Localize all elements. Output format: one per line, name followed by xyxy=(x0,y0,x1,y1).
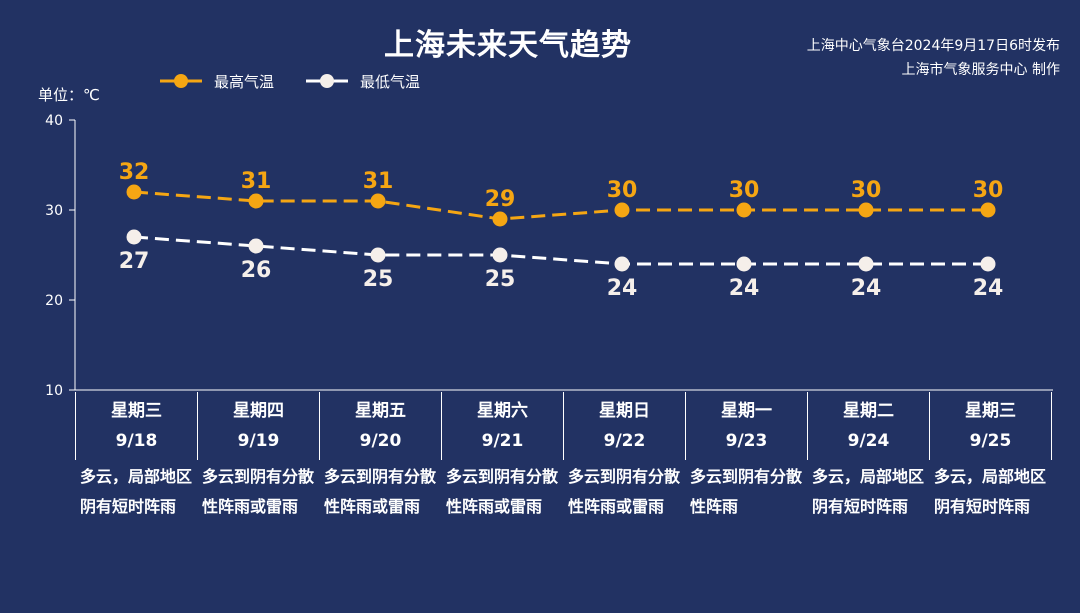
high-temp-label: 30 xyxy=(851,178,882,203)
high-temp-point xyxy=(980,202,996,218)
date-label: 9/20 xyxy=(359,431,402,451)
low-temp-label: 24 xyxy=(851,276,882,301)
low-temp-label: 24 xyxy=(973,276,1004,301)
y-tick-label: 40 xyxy=(45,113,63,129)
low-temp-point xyxy=(248,238,264,254)
high-temp-label: 31 xyxy=(241,169,272,194)
weather-description-row: 多云，局部地区阴有短时阵雨 多云到阴有分散性阵雨或雷雨 多云到阴有分散性阵雨或雷雨多… xyxy=(78,462,1058,522)
day-cell: 星期一 9/23 xyxy=(686,392,808,460)
y-tick-label: 20 xyxy=(45,293,63,309)
legend-label-high: 最高气温 xyxy=(214,72,275,91)
high-temp-label: 30 xyxy=(729,178,760,203)
high-temp-label: 30 xyxy=(607,178,638,203)
chart-title: 上海未来天气趋势 xyxy=(384,28,632,63)
day-cell: 星期三 9/25 xyxy=(930,392,1052,460)
high-temp-point xyxy=(614,202,630,218)
legend-high-marker-icon xyxy=(160,74,202,88)
weekday-label: 星期四 xyxy=(233,401,284,421)
source-line-issuer: 上海中心气象台2024年9月17日6时发布 xyxy=(806,38,1060,54)
low-temp-label: 27 xyxy=(119,249,150,274)
weekday-label: 星期六 xyxy=(477,401,528,421)
weekday-label: 星期一 xyxy=(721,401,772,421)
day-cell: 星期六 9/21 xyxy=(442,392,564,460)
high-temp-label: 29 xyxy=(485,187,516,212)
date-label: 9/19 xyxy=(237,431,280,451)
day-cell: 星期三 9/18 xyxy=(76,392,198,460)
weather-description: 多云到阴有分散性阵雨或雷雨 xyxy=(324,467,437,516)
high-temp-point xyxy=(248,193,264,209)
high-temp-label: 30 xyxy=(973,178,1004,203)
date-label: 9/24 xyxy=(847,431,890,451)
date-label: 9/21 xyxy=(481,431,524,451)
legend-low-marker-icon xyxy=(306,74,349,88)
source-info: 上海中心气象台2024年9月17日6时发布 上海市气象服务中心 制作 xyxy=(807,34,1060,82)
legend-label-low: 最低气温 xyxy=(360,72,421,91)
low-temp-point xyxy=(370,247,386,263)
day-header-row: 星期三 9/18 星期四 9/19 星期五 9/20 星期六 9/21 星期日 9/22 星期一 9/… xyxy=(75,392,1054,460)
day-cell: 星期四 9/19 xyxy=(198,392,320,460)
high-temp-line xyxy=(133,190,988,221)
low-temp-point xyxy=(736,256,752,272)
weather-description: 多云到阴有分散性阵雨或雷雨 xyxy=(446,467,559,516)
weekday-label: 星期三 xyxy=(111,401,162,421)
legend-item-high: 最高气温 xyxy=(160,71,274,92)
low-temp-point xyxy=(492,247,508,263)
day-cell: 星期二 9/24 xyxy=(808,392,930,460)
y-unit-label: 单位：℃ xyxy=(38,86,100,104)
high-temp-label: 31 xyxy=(363,169,394,194)
day-cell: 星期五 9/20 xyxy=(320,392,442,460)
high-temp-point xyxy=(858,202,874,218)
low-temp-point xyxy=(126,229,142,245)
low-temp-point xyxy=(858,256,874,272)
weather-description: 多云到阴有分散性阵雨或雷雨 xyxy=(202,467,315,516)
source-line-producer: 上海市气象服务中心 制作 xyxy=(901,62,1060,78)
weather-description: 多云，局部地区阴有短时阵雨 xyxy=(80,467,193,516)
weather-description: 多云，局部地区阴有短时阵雨 xyxy=(812,467,925,516)
weekday-label: 星期二 xyxy=(843,401,894,421)
date-label: 9/22 xyxy=(603,431,646,451)
date-label: 9/25 xyxy=(969,431,1012,451)
high-temp-point xyxy=(492,211,508,227)
date-label: 9/18 xyxy=(115,431,158,451)
high-temp-point xyxy=(736,202,752,218)
weather-description: 多云到阴有分散性阵雨 xyxy=(690,467,803,516)
low-temp-label: 24 xyxy=(729,276,760,301)
low-temp-point xyxy=(614,256,630,272)
high-temp-point xyxy=(370,193,386,209)
weather-description: 多云，局部地区阴有短时阵雨 xyxy=(934,467,1047,516)
legend: 最高气温 最低气温 xyxy=(160,70,452,92)
weekday-label: 星期日 xyxy=(599,401,650,421)
high-temp-label: 32 xyxy=(119,160,150,185)
date-label: 9/23 xyxy=(725,431,768,451)
y-tick-label: 30 xyxy=(45,203,63,219)
weekday-label: 星期三 xyxy=(965,401,1016,421)
low-temp-label: 25 xyxy=(363,267,394,292)
legend-item-low: 最低气温 xyxy=(306,71,420,92)
low-temp-line xyxy=(133,235,988,266)
y-tick-label: 10 xyxy=(45,383,63,399)
low-temp-label: 24 xyxy=(607,276,638,301)
low-temp-label: 26 xyxy=(241,258,272,283)
high-temp-point xyxy=(126,184,142,200)
day-cell: 星期日 9/22 xyxy=(564,392,686,460)
low-temp-point xyxy=(980,256,996,272)
low-temp-label: 25 xyxy=(485,267,516,292)
weather-description: 多云到阴有分散性阵雨或雷雨 xyxy=(568,467,681,516)
weekday-label: 星期五 xyxy=(355,401,406,421)
